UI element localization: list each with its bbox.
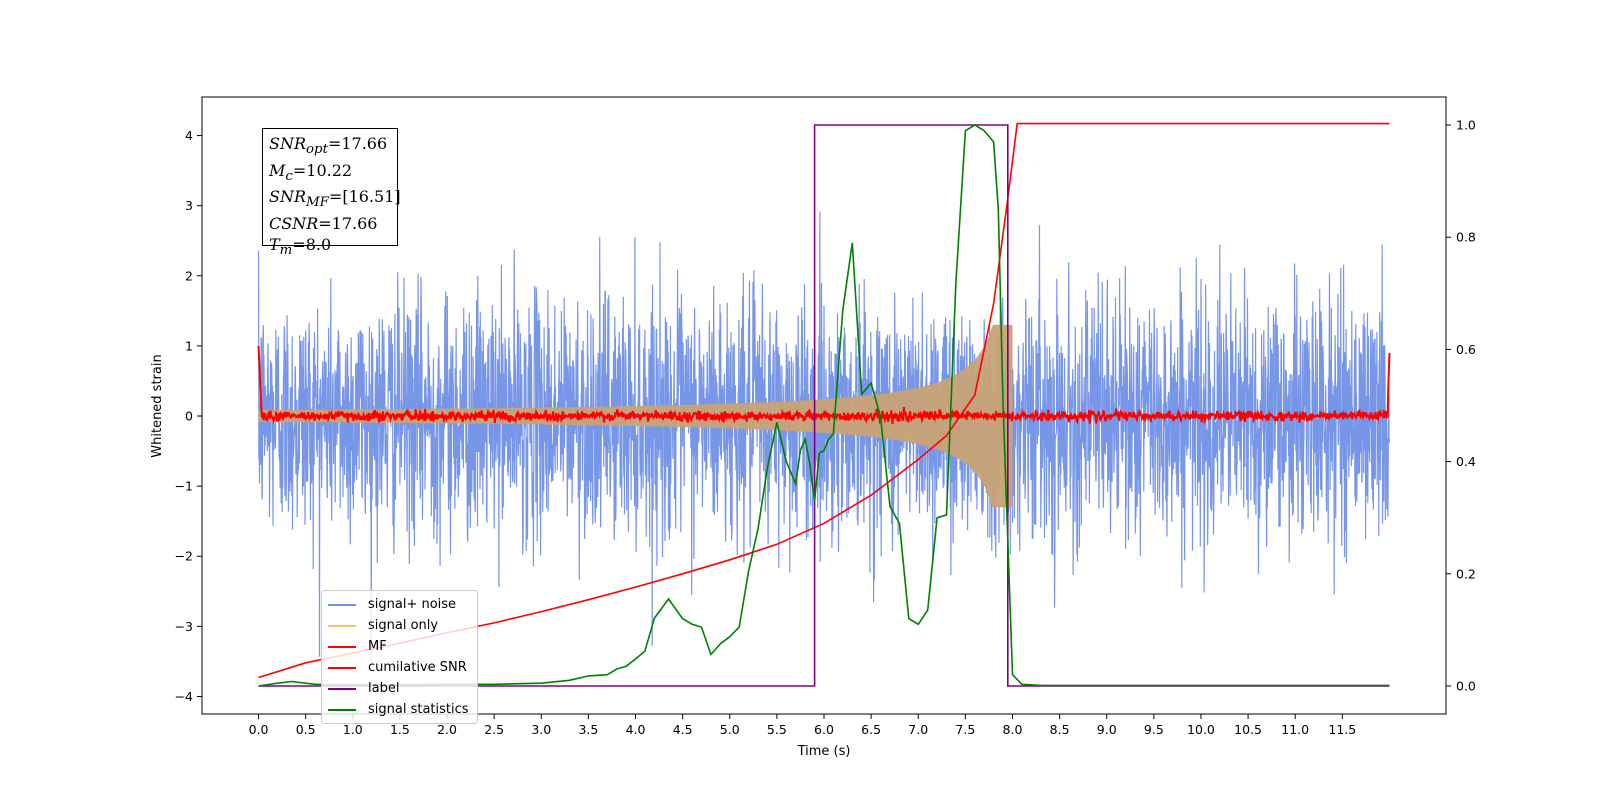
y-tick-label: 4 — [185, 128, 193, 143]
y-tick-label: −3 — [175, 619, 193, 634]
annotation-box: SNRopt=17.66 Mc=10.22 SNRMF=[16.51] CSNR… — [262, 128, 401, 258]
x-tick-label: 9.5 — [1144, 722, 1164, 737]
x-tick-label: 7.5 — [955, 722, 975, 737]
legend: signal+ noise signal only MF cumilative … — [321, 590, 478, 724]
legend-swatch — [328, 624, 356, 627]
x-tick-label: 2.0 — [437, 722, 457, 737]
legend-swatch — [328, 666, 356, 669]
y-axis-label: Whitened strain — [150, 354, 165, 457]
x-tick-label: 1.5 — [390, 722, 410, 737]
x-tick-label: 8.0 — [1003, 722, 1023, 737]
y2-tick-label: 0.4 — [1456, 454, 1476, 469]
y-axis-right: 0.0 0.2 0.4 0.6 0.8 1.0 — [1446, 118, 1476, 693]
y-tick-label: −1 — [175, 479, 193, 494]
legend-label: label — [368, 681, 400, 696]
annotation-tm: Tm=8.0 — [269, 234, 332, 258]
y-tick-label: 1 — [185, 338, 193, 353]
y-tick-label: −2 — [175, 549, 193, 564]
legend-entry-label: label — [328, 678, 477, 699]
legend-entry-cumulative-snr: cumilative SNR — [328, 657, 477, 678]
legend-label: signal statistics — [368, 702, 469, 717]
legend-entry-mf: MF — [328, 636, 477, 657]
x-tick-label: 2.5 — [484, 722, 504, 737]
legend-swatch — [328, 645, 356, 648]
legend-swatch — [328, 603, 356, 606]
y-axis-left: −4 −3 −2 −1 0 1 2 3 4 — [175, 128, 202, 704]
x-tick-label: 10.5 — [1234, 722, 1262, 737]
y-tick-label: 2 — [185, 268, 193, 283]
y2-tick-label: 0.6 — [1456, 342, 1476, 357]
x-tick-label: 9.0 — [1097, 722, 1117, 737]
legend-entry-signal-only: signal only — [328, 615, 477, 636]
annotation-snr-mf: SNRMF=[16.51] — [269, 187, 401, 211]
x-axis-label: Time (s) — [797, 744, 851, 759]
legend-label: signal only — [368, 618, 439, 633]
annotation-snr-opt: SNRopt=17.66 — [269, 134, 388, 158]
x-tick-label: 7.0 — [908, 722, 928, 737]
x-tick-label: 10.0 — [1187, 722, 1215, 737]
x-tick-label: 6.5 — [861, 722, 881, 737]
y2-tick-label: 0.2 — [1456, 566, 1476, 581]
x-tick-label: 3.0 — [531, 722, 551, 737]
series-signal-noise — [257, 211, 1391, 667]
x-tick-label: 3.5 — [578, 722, 598, 737]
x-tick-label: 6.0 — [814, 722, 834, 737]
y-tick-label: −4 — [175, 689, 193, 704]
legend-label: cumilative SNR — [368, 660, 467, 675]
y-tick-label: 0 — [185, 409, 193, 424]
y2-tick-label: 1.0 — [1456, 118, 1476, 133]
legend-swatch — [328, 687, 356, 690]
legend-label: signal+ noise — [368, 597, 457, 612]
legend-swatch — [328, 708, 356, 711]
annotation-csnr: CSNR=17.66 — [269, 214, 378, 234]
annotation-chirp-mass: Mc=10.22 — [269, 160, 353, 184]
x-tick-label: 0.5 — [296, 722, 316, 737]
x-tick-label: 11.5 — [1328, 722, 1356, 737]
y-tick-label: 3 — [185, 198, 193, 213]
series-mf — [257, 345, 1391, 426]
x-tick-label: 1.0 — [343, 722, 363, 737]
legend-entry-signal-statistics: signal statistics — [328, 699, 477, 720]
legend-label: MF — [368, 639, 387, 654]
x-tick-label: 4.5 — [673, 722, 693, 737]
x-tick-label: 0.0 — [249, 722, 269, 737]
x-tick-label: 5.5 — [767, 722, 787, 737]
legend-entry-signal-noise: signal+ noise — [328, 594, 477, 615]
y2-tick-label: 0.8 — [1456, 230, 1476, 245]
x-tick-label: 8.5 — [1050, 722, 1070, 737]
x-axis: 0.0 0.5 1.0 1.5 2.0 2.5 3.0 3.5 4.0 4.5 5.0 5.5 6.0 6… — [249, 714, 1356, 737]
x-tick-label: 11.0 — [1281, 722, 1309, 737]
y2-tick-label: 0.0 — [1456, 678, 1476, 693]
series-signal-statistics — [258, 124, 1390, 687]
x-tick-label: 4.0 — [626, 722, 646, 737]
x-tick-label: 5.0 — [720, 722, 740, 737]
